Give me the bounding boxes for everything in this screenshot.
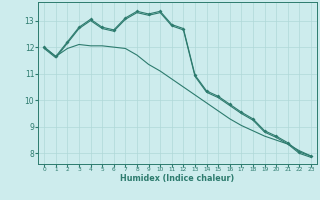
X-axis label: Humidex (Indice chaleur): Humidex (Indice chaleur): [120, 174, 235, 183]
